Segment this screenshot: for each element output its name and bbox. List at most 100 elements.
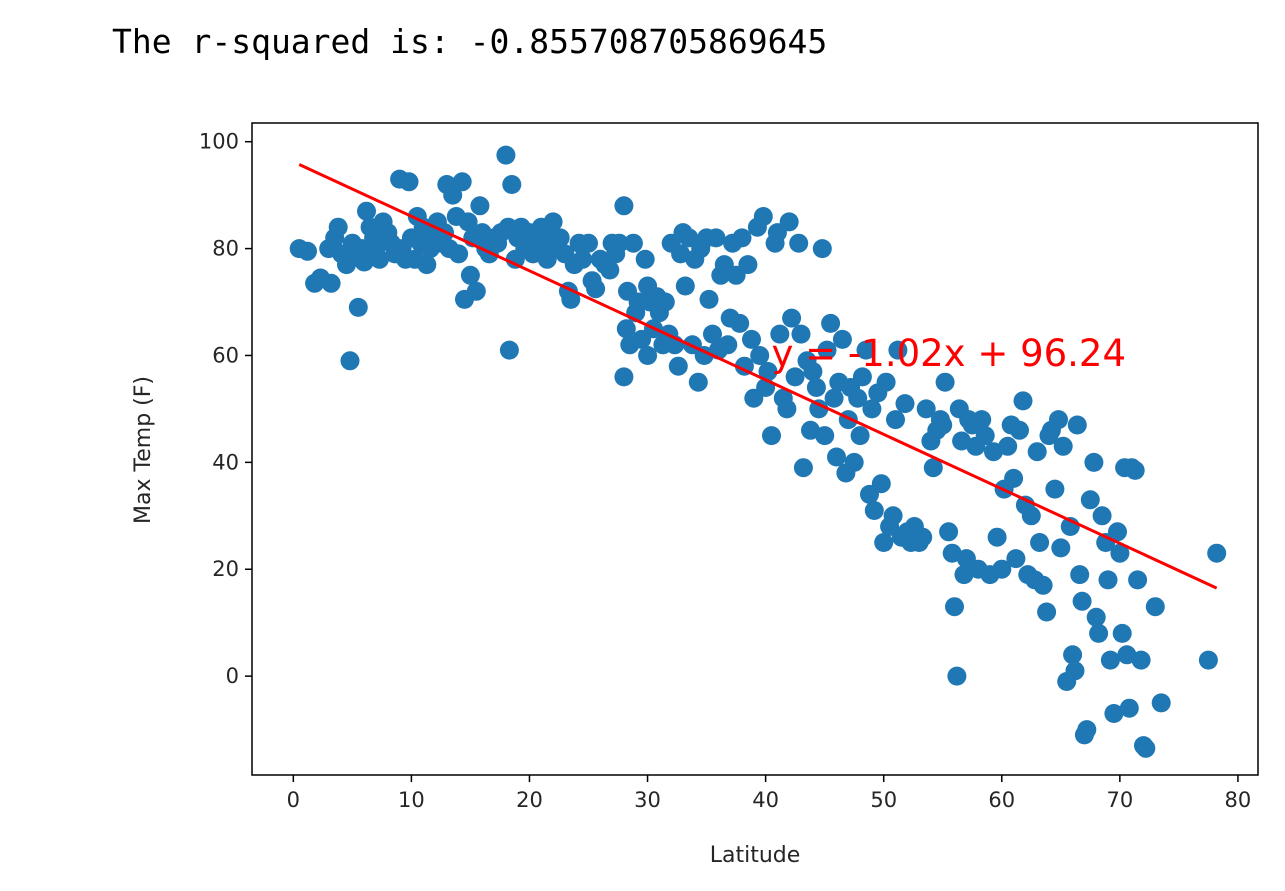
data-point (888, 340, 908, 360)
data-point (782, 308, 802, 328)
data-point (972, 410, 992, 430)
data-point (770, 324, 790, 344)
data-point (443, 185, 463, 205)
data-point (635, 249, 655, 269)
y-tick-label: 100 (199, 130, 239, 154)
data-point (862, 399, 882, 419)
data-point (1045, 479, 1065, 499)
y-tick-label: 0 (226, 664, 239, 688)
data-point (812, 239, 832, 259)
data-point (458, 212, 478, 232)
data-point (916, 399, 936, 419)
data-point (1110, 543, 1130, 563)
y-tick-label: 80 (212, 237, 239, 261)
data-point (328, 217, 348, 237)
data-point (1119, 698, 1139, 718)
data-point (1033, 575, 1053, 595)
data-point (832, 329, 852, 349)
data-point (460, 265, 480, 285)
data-point (1104, 704, 1124, 723)
data-point (470, 196, 490, 216)
data-point (730, 313, 750, 333)
data-point (1067, 415, 1087, 435)
data-point (1053, 436, 1073, 456)
data-point (789, 233, 809, 253)
data-point (452, 172, 472, 192)
data-point (340, 351, 360, 371)
data-point (543, 212, 563, 232)
data-point (824, 388, 844, 408)
data-point (1021, 506, 1041, 526)
data-point (1037, 602, 1057, 622)
data-point (738, 255, 758, 275)
data-point (688, 372, 708, 392)
data-point (933, 415, 953, 435)
data-point (1131, 650, 1151, 670)
y-axis: 0 20 40 60 80 100 (199, 130, 252, 688)
data-point (1145, 597, 1165, 617)
data-point (750, 346, 770, 365)
data-point (779, 212, 799, 232)
data-point (806, 378, 826, 397)
data-point (614, 196, 634, 216)
data-point (1010, 420, 1029, 440)
data-point (793, 458, 813, 478)
data-point (706, 228, 726, 248)
data-point (399, 172, 419, 192)
data-point (803, 362, 823, 381)
data-point (1006, 549, 1026, 569)
data-point (945, 597, 964, 617)
data-point (864, 501, 884, 520)
data-point (499, 340, 519, 360)
data-point (675, 276, 695, 296)
data-point (655, 292, 675, 312)
data-point (1098, 570, 1118, 590)
x-tick-label: 50 (870, 788, 897, 812)
x-tick-label: 60 (988, 788, 1015, 812)
data-point (449, 244, 469, 264)
data-point (753, 207, 773, 226)
data-point (1151, 693, 1171, 713)
data-point (758, 362, 778, 381)
data-point (874, 533, 894, 552)
data-point (466, 281, 486, 301)
data-point (827, 447, 846, 467)
data-point (1065, 661, 1085, 681)
data-point (370, 249, 389, 269)
data-point (939, 522, 959, 542)
r-squared-output: The r-squared is: -0.855708705869645 (112, 22, 828, 61)
data-point (895, 394, 915, 414)
data-point (354, 252, 374, 272)
regression-equation: y = -1.02x + 96.24 (772, 332, 1127, 375)
x-tick-label: 0 (287, 788, 300, 812)
data-point (1027, 442, 1047, 462)
data-point (614, 367, 634, 387)
data-point (1089, 623, 1109, 643)
data-point (703, 324, 722, 344)
x-axis-label: Latitude (710, 843, 801, 868)
data-point (348, 297, 368, 317)
data-point (1086, 607, 1106, 627)
data-point (1136, 738, 1156, 758)
data-point (1207, 543, 1227, 563)
data-point (850, 426, 870, 446)
data-point (785, 367, 805, 387)
x-tick-label: 10 (398, 788, 425, 812)
plot-frame (251, 122, 1259, 776)
x-tick-label: 40 (752, 788, 779, 812)
data-point (1030, 533, 1050, 552)
data-point (502, 175, 522, 194)
data-point (762, 426, 781, 446)
x-tick-label: 70 (1106, 788, 1133, 812)
data-point (848, 388, 868, 408)
data-point (883, 506, 903, 526)
data-point (718, 335, 738, 355)
data-point (809, 399, 829, 419)
x-tick-label: 80 (1225, 788, 1252, 812)
data-point (844, 452, 864, 472)
data-point (1125, 460, 1145, 480)
data-point (1112, 623, 1132, 643)
data-point (623, 233, 643, 253)
data-point (1063, 645, 1083, 665)
